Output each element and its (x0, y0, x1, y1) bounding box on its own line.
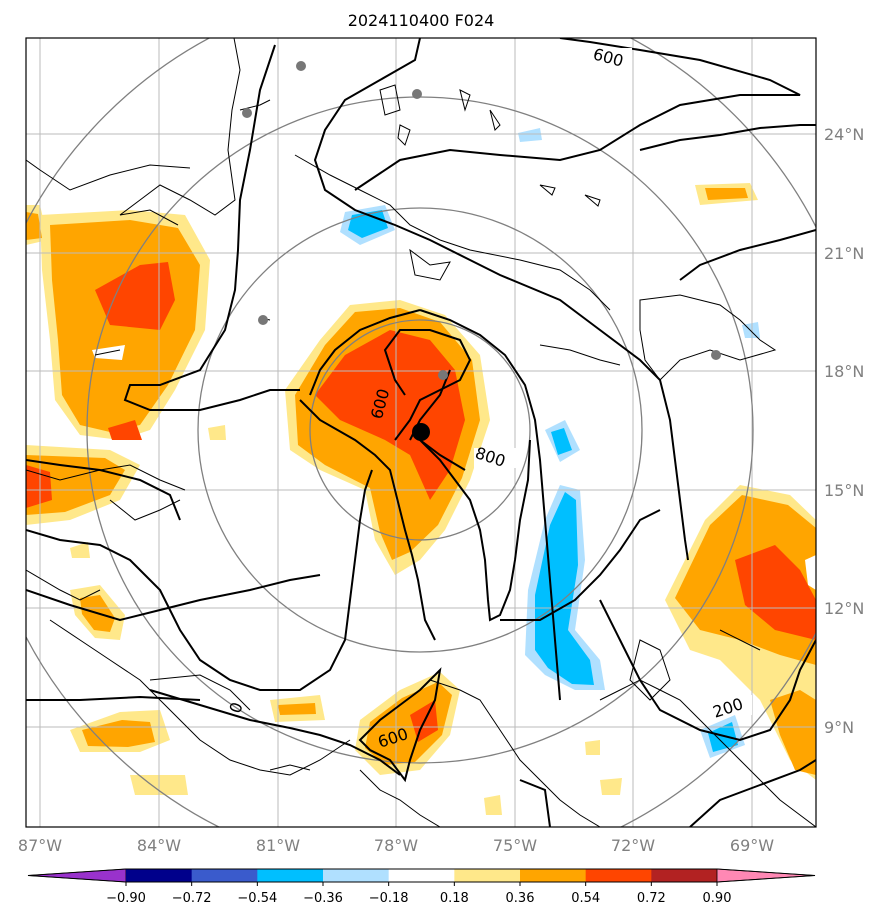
colorbar-extend-high (716, 868, 816, 883)
contour-labels: 600 600 800 200 600 0 (225, 44, 752, 752)
colorbar-swatch (323, 869, 390, 882)
lon-tick-label: 72°W (611, 836, 655, 855)
storm-center-marker (412, 423, 430, 441)
map-panel: 600 600 800 200 600 0 (26, 38, 816, 827)
colorbar-tick-label: 0.72 (637, 891, 666, 906)
colorbar-tick-label: −0.90 (106, 891, 146, 906)
colorbar-swatch (454, 869, 521, 882)
longitude-labels: 87°W 84°W 81°W 78°W 75°W 72°W 69°W (18, 836, 774, 855)
lon-tick-label: 69°W (730, 836, 774, 855)
colorbar-swatch (651, 869, 718, 882)
colorbar-swatch (126, 869, 193, 882)
colorbar-tick-label: −0.18 (369, 891, 409, 906)
map-frame (25, 37, 817, 828)
colorbar-swatch (257, 869, 324, 882)
latitude-labels: 24°N 21°N 18°N 15°N 12°N 9°N (824, 125, 864, 737)
colorbar-tick-label: 0.54 (571, 891, 600, 906)
colorbar-swatch (388, 869, 455, 882)
colorbar-tick-label: −0.36 (303, 891, 343, 906)
colorbar-tick-label: 0.90 (703, 891, 732, 906)
lat-tick-label: 12°N (824, 599, 864, 618)
colorbar-tick-label: 0.36 (506, 891, 535, 906)
station-dot (242, 108, 252, 118)
station-dot (296, 61, 306, 71)
lat-tick-label: 15°N (824, 481, 864, 500)
lon-tick-label: 87°W (18, 836, 62, 855)
colorbar-extend-low (27, 868, 127, 883)
colorbar-tick-label: 0.18 (440, 891, 469, 906)
lat-tick-label: 18°N (824, 362, 864, 381)
negative-anomaly-shading (340, 128, 760, 758)
station-dot (412, 89, 422, 99)
station-dot (711, 350, 721, 360)
lon-tick-label: 78°W (374, 836, 418, 855)
lon-tick-label: 81°W (256, 836, 300, 855)
lat-tick-label: 9°N (824, 718, 854, 737)
figure-title: 2024110400 F024 (348, 11, 495, 30)
station-dots (242, 61, 721, 380)
colorbar-swatch (191, 869, 258, 882)
lat-tick-label: 24°N (824, 125, 864, 144)
colorbar-swatches (27, 868, 816, 883)
station-dot (258, 315, 268, 325)
coastlines (26, 38, 816, 827)
graticule (26, 38, 816, 827)
lon-tick-label: 84°W (137, 836, 181, 855)
lat-tick-label: 21°N (824, 244, 864, 263)
colorbar-tick-label: −0.54 (237, 891, 277, 906)
lon-tick-label: 75°W (493, 836, 537, 855)
colorbar-tick-label: −0.72 (172, 891, 212, 906)
colorbar-swatch (585, 869, 652, 882)
station-dot (438, 370, 448, 380)
colorbar: −0.90 −0.72 −0.54 −0.36 −0.18 0.18 0.36 0.54 0.7… (27, 868, 816, 906)
colorbar-ticks: −0.90 −0.72 −0.54 −0.36 −0.18 0.18 0.36 0.54 0.7… (106, 882, 731, 906)
height-contours (26, 38, 816, 827)
colorbar-swatch (520, 869, 587, 882)
